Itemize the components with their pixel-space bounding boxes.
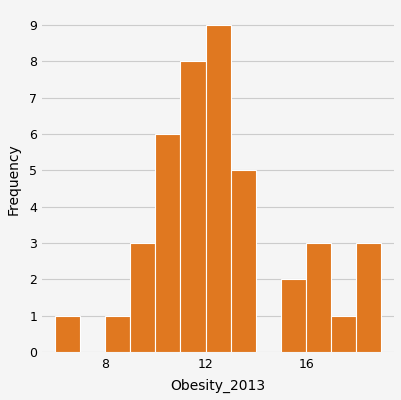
Bar: [356, 243, 381, 352]
Bar: [105, 316, 130, 352]
Bar: [206, 25, 231, 352]
Bar: [231, 170, 256, 352]
Bar: [331, 316, 356, 352]
Bar: [130, 243, 155, 352]
Bar: [180, 62, 206, 352]
X-axis label: Obesity_2013: Obesity_2013: [170, 379, 265, 393]
Bar: [155, 134, 180, 352]
Bar: [306, 243, 331, 352]
Y-axis label: Frequency: Frequency: [7, 144, 21, 215]
Bar: [55, 316, 80, 352]
Bar: [281, 279, 306, 352]
